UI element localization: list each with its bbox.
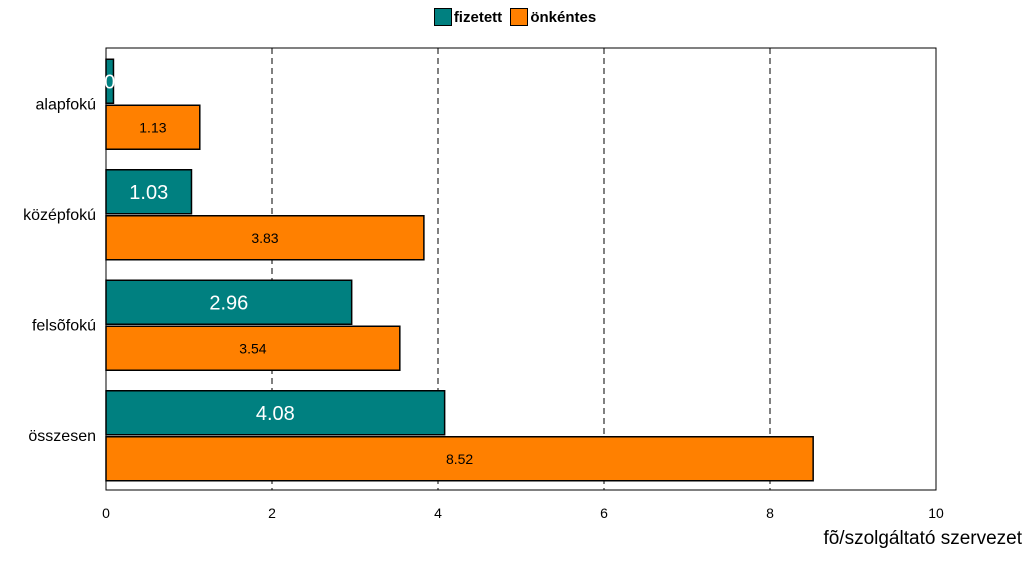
x-axis-title: fõ/szolgáltató szervezet — [823, 528, 1022, 549]
legend-swatch-onkentes — [510, 8, 529, 26]
plot-area — [105, 47, 937, 491]
bar-fizetett — [105, 58, 115, 104]
x-tick-label: 0 — [102, 505, 110, 521]
x-tick-label: 6 — [600, 505, 608, 521]
category-label: összesen — [28, 428, 96, 445]
legend-label-fizetett: fizetett — [453, 8, 503, 26]
data-label: 0 — [104, 71, 115, 93]
bar-onkentes — [105, 436, 814, 482]
bar-onkentes — [105, 215, 425, 261]
data-label: 4.08 — [256, 403, 295, 425]
data-label: 3.83 — [251, 230, 278, 246]
x-tick-label: 8 — [766, 505, 774, 521]
legend-label-onkentes: önkéntes — [530, 8, 597, 26]
legend-item-onkentes: önkéntes — [510, 8, 596, 26]
data-label: 3.54 — [239, 340, 266, 356]
x-tick-label: 4 — [434, 505, 442, 521]
bar-fizetett — [105, 390, 446, 436]
category-label: felsõfokú — [32, 317, 96, 334]
legend: fizetett önkéntes — [0, 8, 1030, 30]
legend-swatch-fizetett — [433, 8, 452, 26]
legend-item-fizetett: fizetett — [433, 8, 503, 26]
data-label: 2.96 — [209, 292, 248, 314]
data-label: 8.52 — [446, 451, 473, 467]
bar-onkentes — [105, 325, 401, 371]
category-label: középfokú — [23, 207, 96, 224]
bar-fizetett — [105, 169, 193, 215]
bar-fizetett — [105, 279, 353, 325]
bar-onkentes — [105, 104, 201, 150]
x-tick-label: 2 — [268, 505, 276, 521]
x-tick-label: 10 — [928, 505, 944, 521]
data-label: 1.03 — [129, 182, 168, 204]
category-label: alapfokú — [36, 96, 97, 113]
data-label: 1.13 — [139, 119, 166, 135]
